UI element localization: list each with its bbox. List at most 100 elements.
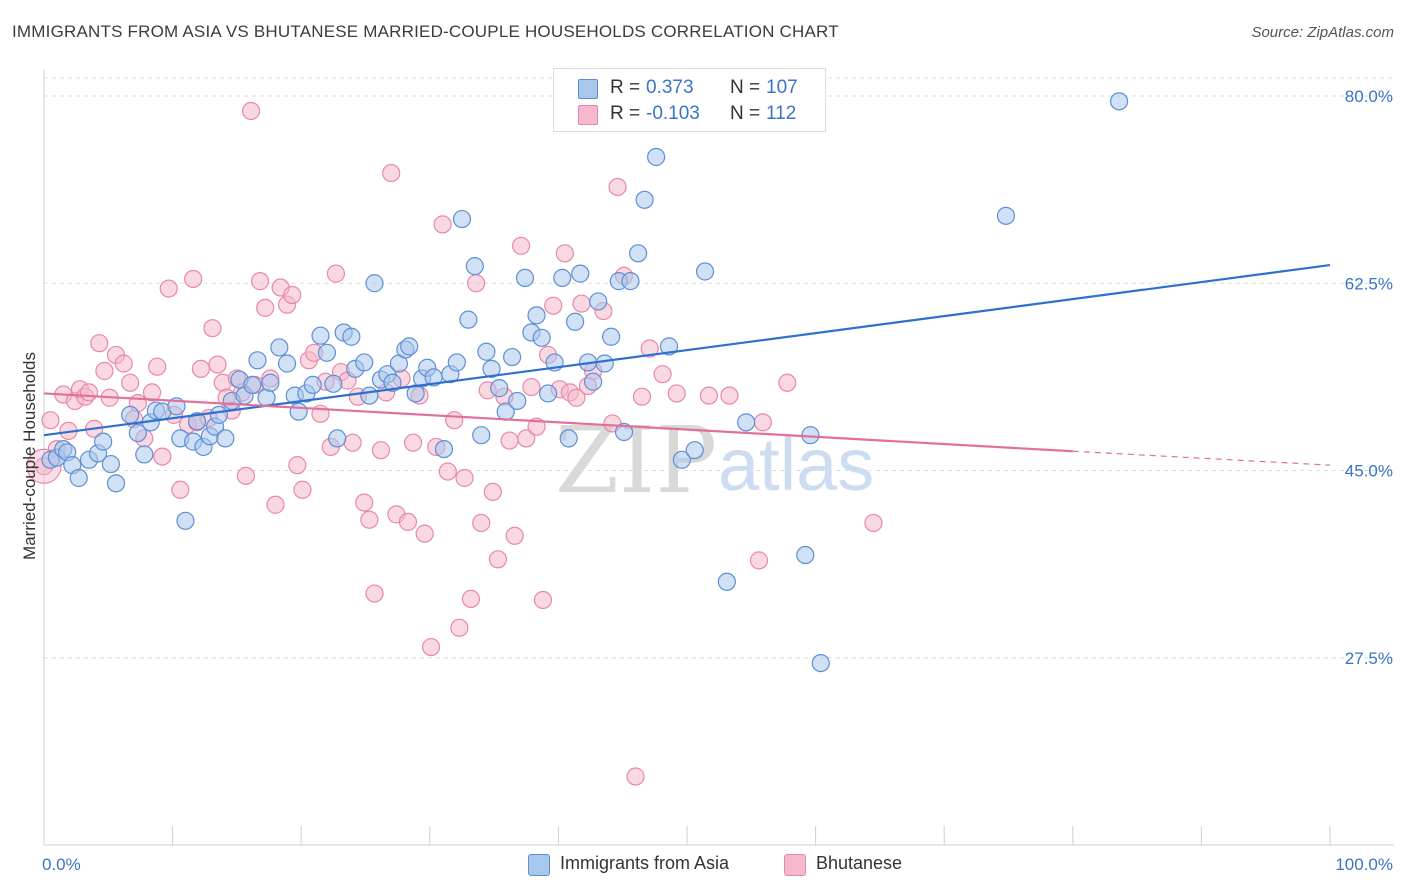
asia-point — [477, 342, 496, 361]
asia-point — [717, 572, 736, 591]
bhutanese-point — [365, 584, 384, 603]
bhutanese-point — [626, 767, 645, 786]
bhutanese-point — [466, 274, 486, 293]
bhutanese-point — [488, 550, 508, 569]
asia-point — [261, 373, 280, 392]
asia-point — [635, 190, 654, 209]
bhutanese-point — [41, 411, 60, 430]
legend-row-asia: R = 0.373 N = 107 — [554, 75, 825, 101]
asia-point — [317, 343, 337, 362]
bhutanese-point — [266, 495, 285, 514]
asia-point — [465, 257, 484, 276]
legend-row-bhutanese: R = -0.103 N = 112 — [554, 101, 825, 127]
asia-points — [41, 92, 1129, 673]
asia-point — [614, 422, 634, 442]
correlation-legend: R = 0.373 N = 107 R = -0.103 N = 112 — [553, 68, 826, 132]
legend-r-value: -0.103 — [646, 103, 700, 124]
y-tick-label: 80.0% — [1345, 87, 1393, 106]
asia-point — [324, 374, 343, 393]
bhutanese-point — [544, 296, 563, 315]
asia-point — [101, 454, 120, 474]
asia-point — [685, 441, 704, 460]
bhutanese-point — [533, 590, 553, 610]
axis-labels: 27.5% 45.0% 62.5% 80.0% 0.0% 100.0% Married-co… — [20, 87, 1393, 874]
bhutanese-point — [522, 377, 541, 397]
legend-r-label: R = — [610, 103, 641, 124]
asia-point — [289, 402, 308, 421]
asia-point — [996, 206, 1016, 225]
legend-swatch-asia — [578, 79, 598, 99]
bhutanese-point — [326, 264, 346, 283]
bhutanese-point — [640, 339, 659, 358]
asia-point — [796, 545, 815, 565]
asia-point — [672, 450, 691, 469]
asia-point — [257, 388, 276, 407]
bhutanese-trend-line — [43, 392, 1073, 453]
bhutanese-point — [184, 269, 203, 289]
legend-swatch-bhutanese — [578, 105, 598, 125]
asia-point — [584, 372, 603, 391]
bhutanese-point — [241, 101, 261, 121]
asia-point — [342, 327, 361, 346]
bhutanese-point — [778, 373, 797, 392]
bhutanese-point — [142, 383, 162, 402]
bhutanese-point — [355, 493, 374, 512]
bhutanese-point — [699, 386, 718, 405]
bhutanese-point — [483, 482, 502, 501]
asia-point — [811, 653, 830, 673]
bhutanese-point — [293, 480, 312, 499]
bhutanese-point — [445, 411, 464, 430]
asia-point — [515, 268, 535, 287]
asia-point — [209, 405, 228, 424]
bhutanese-point — [505, 526, 524, 545]
bhutanese-point — [421, 637, 441, 657]
axes — [43, 70, 1394, 846]
asia-point — [532, 328, 551, 347]
series-legend-label-asia: Immigrants from Asia — [560, 853, 730, 873]
x-tick-label: 0.0% — [42, 855, 81, 874]
bhutanese-point — [749, 551, 769, 570]
bhutanese-point — [171, 480, 190, 499]
legend-r-label: R = — [610, 77, 641, 98]
asia-point — [553, 268, 572, 287]
y-tick-label: 62.5% — [1345, 274, 1393, 293]
trend-lines — [43, 263, 1331, 466]
bhutanese-point — [203, 319, 222, 338]
y-tick-label: 45.0% — [1345, 462, 1393, 481]
bhutanese-point — [433, 215, 452, 234]
asia-point — [629, 244, 648, 263]
asia-point — [248, 351, 267, 370]
asia-point — [621, 272, 640, 291]
bhutanese-point — [450, 618, 469, 637]
bhutanese-point — [403, 433, 423, 452]
bhutanese-point — [159, 279, 178, 298]
asia-point — [187, 412, 207, 431]
source-label: Source: ZipAtlas.com — [1251, 24, 1394, 41]
bhutanese-point — [567, 388, 586, 407]
bhutanese-point — [360, 510, 379, 529]
bhutanese-point — [500, 431, 519, 450]
legend-n-label: N = — [730, 103, 761, 124]
asia-point — [106, 474, 126, 493]
series-legend: Immigrants from Asia Bhutanese — [528, 852, 948, 876]
legend-n-value: 107 — [766, 77, 798, 98]
bhutanese-point — [653, 365, 672, 384]
asia-point — [490, 379, 509, 398]
asia-point — [365, 274, 384, 293]
bhutanese-point — [667, 384, 686, 403]
bhutanese-point — [208, 355, 227, 374]
asia-point — [602, 327, 621, 346]
bhutanese-point — [148, 357, 167, 376]
asia-point — [695, 262, 715, 281]
asia-point — [508, 391, 527, 411]
bhutanese-point — [382, 163, 401, 183]
asia-point — [447, 353, 466, 372]
asia-point — [482, 359, 501, 378]
chart-title: IMMIGRANTS FROM ASIA VS BHUTANESE MARRIE… — [12, 22, 839, 41]
asia-point — [571, 264, 590, 283]
bhutanese-point — [461, 589, 481, 609]
bhutanese-point — [415, 524, 434, 543]
bhutanese-point — [343, 433, 362, 452]
bhutanese-point — [608, 177, 627, 197]
